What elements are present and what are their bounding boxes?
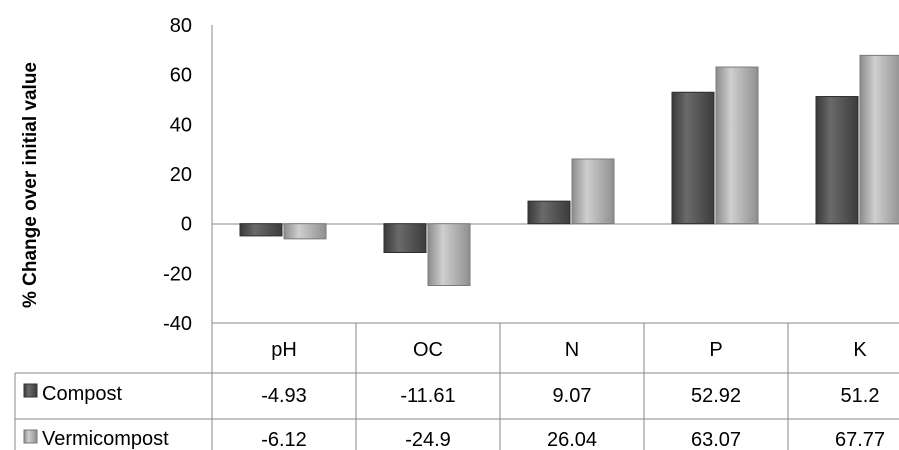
bar-compost-k bbox=[815, 96, 859, 225]
bar-vermicompost-p bbox=[715, 66, 759, 225]
bar-vermicompost-k bbox=[859, 54, 899, 225]
table-cell: -24.9 bbox=[405, 429, 451, 450]
category-label: OC bbox=[413, 339, 443, 361]
data-table: Compost Vermicompost pH OC N P K -4.93 -11.61… bbox=[14, 322, 899, 450]
category-label: pH bbox=[271, 339, 297, 361]
bar-vermicompost-n bbox=[571, 158, 615, 225]
bar-compost-n bbox=[527, 200, 571, 225]
table-cell: 67.77 bbox=[835, 429, 885, 450]
table-cell: 51.2 bbox=[841, 385, 880, 407]
table-cell: 52.92 bbox=[691, 385, 741, 407]
category-label: P bbox=[709, 339, 722, 361]
y-axis-ticks: 80 60 40 20 0 -20 -40 bbox=[163, 15, 192, 335]
bar-compost-ph bbox=[239, 223, 283, 237]
table-cells: -4.93 -11.61 9.07 52.92 51.2 -6.12 -24.9 26.04 6… bbox=[261, 385, 885, 450]
category-labels: pH OC N P K bbox=[271, 339, 867, 361]
table-cell: 63.07 bbox=[691, 429, 741, 450]
y-tick-label: -40 bbox=[163, 313, 192, 335]
table-cell: -4.93 bbox=[261, 385, 307, 407]
bars-group bbox=[239, 54, 899, 287]
y-tick-label: 20 bbox=[170, 164, 192, 186]
table-cell: 26.04 bbox=[547, 429, 597, 450]
category-label: K bbox=[853, 339, 867, 361]
table-cell: 9.07 bbox=[553, 385, 592, 407]
y-axis-title: % Change over initial value bbox=[20, 62, 41, 308]
legend-key-vermicompost bbox=[23, 429, 38, 444]
bar-compost-oc bbox=[383, 223, 427, 253]
y-tick-label: 0 bbox=[181, 214, 192, 236]
y-tick-label: 40 bbox=[170, 114, 192, 136]
table-cell: -11.61 bbox=[400, 385, 455, 407]
legend-key-compost bbox=[23, 383, 38, 398]
bar-vermicompost-oc bbox=[427, 223, 471, 287]
legend-label-vermicompost: Vermicompost bbox=[42, 428, 169, 450]
y-tick-label: 80 bbox=[170, 15, 192, 37]
y-tick-label: 60 bbox=[170, 65, 192, 87]
y-tick-label: -20 bbox=[163, 263, 192, 285]
bar-compost-p bbox=[671, 91, 715, 225]
table-cell: -6.12 bbox=[261, 429, 307, 450]
category-label: N bbox=[565, 339, 579, 361]
legend-label-compost: Compost bbox=[42, 383, 122, 405]
bar-vermicompost-ph bbox=[283, 223, 327, 240]
